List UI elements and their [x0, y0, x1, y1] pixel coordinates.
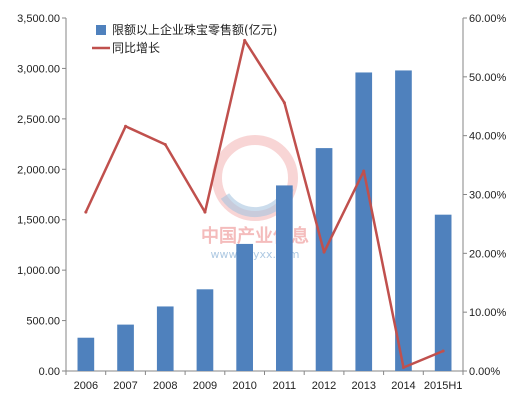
y-left-tick-label: 2,500.00 — [17, 114, 60, 126]
legend: 限额以上企业珠宝零售额(亿元) 同比增长 — [92, 22, 277, 55]
x-tick-label: 2008 — [153, 380, 177, 392]
y-right-tick-label: 20.00% — [469, 248, 507, 260]
growth-point — [84, 210, 88, 214]
y-right-tick-label: 30.00% — [469, 190, 507, 202]
growth-point — [362, 169, 366, 173]
growth-point — [163, 142, 167, 146]
x-tick-label: 2007 — [113, 380, 137, 392]
y-right-tick-label: 10.00% — [469, 307, 507, 319]
bar — [236, 243, 253, 371]
y-right-tick-label: 40.00% — [469, 131, 507, 143]
legend-swatch-bar — [96, 25, 106, 35]
x-tick-label: 2015H1 — [424, 380, 463, 392]
x-tick-label: 2011 — [273, 380, 297, 392]
growth-point — [282, 101, 286, 105]
legend-label-line: 同比增长 — [112, 41, 160, 55]
y-left-tick-label: 1,500.00 — [17, 215, 60, 227]
y-left-tick-label: 1,000.00 — [17, 265, 60, 277]
growth-point — [401, 365, 405, 369]
bar — [315, 148, 333, 371]
growth-point — [441, 349, 445, 353]
x-tick-label: 2013 — [352, 380, 376, 392]
bar — [156, 306, 174, 371]
growth-point — [322, 250, 326, 254]
bar — [117, 324, 134, 371]
bar — [434, 214, 452, 371]
growth-line — [84, 39, 444, 369]
bar — [276, 185, 293, 371]
y-right-tick-label: 0.00% — [469, 366, 500, 378]
watermark-title: 中国产业信息 — [201, 225, 309, 247]
x-tick-label: 2006 — [74, 380, 98, 392]
y-right-tick-label: 50.00% — [469, 72, 507, 84]
legend-label-bar: 限额以上企业珠宝零售额(亿元) — [112, 22, 277, 37]
x-tick-label: 2014 — [391, 380, 415, 392]
x-tick-label: 2010 — [232, 380, 256, 392]
bar — [196, 289, 214, 371]
growth-point — [243, 38, 247, 42]
x-tick-label: 2009 — [193, 380, 217, 392]
y-right-tick-label: 60.00% — [469, 13, 507, 25]
growth-point — [203, 210, 207, 214]
bar — [355, 72, 373, 371]
y-left-tick-label: 500.00 — [26, 316, 60, 328]
x-tick-label: 2012 — [312, 380, 336, 392]
y-left-tick-label: 2,000.00 — [17, 164, 60, 176]
growth-point — [124, 124, 128, 128]
bar — [77, 337, 95, 371]
bar — [395, 70, 412, 372]
y-left-tick-label: 0.00 — [39, 366, 60, 378]
y-left-tick-label: 3,000.00 — [17, 63, 60, 75]
y-left-tick-label: 3,500.00 — [17, 13, 60, 25]
